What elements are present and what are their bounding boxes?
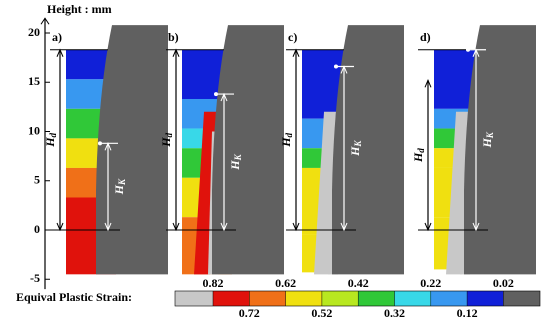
colorbar-label: 0.32 bbox=[384, 306, 405, 320]
colorbar-cell bbox=[358, 291, 395, 306]
colorbar-label: 0.02 bbox=[493, 276, 514, 290]
arrow-head bbox=[340, 65, 348, 232]
hk-label-sub: K bbox=[353, 140, 363, 148]
arrow-head bbox=[172, 48, 180, 232]
hk-label-sub: K bbox=[233, 153, 243, 161]
hd-label-sub: d bbox=[284, 132, 294, 137]
hk-point bbox=[214, 92, 218, 97]
hd-label-sub: d bbox=[416, 148, 426, 153]
colorbar-cell bbox=[321, 291, 359, 306]
colorbar-label: 0.12 bbox=[457, 306, 478, 320]
colorbar-cell bbox=[467, 291, 504, 306]
colorbar-cell bbox=[249, 291, 286, 306]
arrow-head bbox=[220, 92, 228, 232]
axis-title: Height : mm bbox=[47, 2, 112, 16]
arrow-head bbox=[292, 48, 300, 232]
panel-label: c) bbox=[288, 30, 297, 44]
die bbox=[332, 25, 404, 275]
colorbar-label: 0.82 bbox=[203, 276, 224, 290]
hk-label-main: H bbox=[348, 146, 362, 157]
colorbar-label: 0.72 bbox=[239, 306, 260, 320]
colorbar-frame bbox=[174, 290, 541, 307]
y-tick-label: -5 bbox=[30, 271, 40, 285]
y-tick-label: 10 bbox=[28, 123, 40, 137]
hk-point bbox=[334, 64, 338, 69]
hk-label-main: H bbox=[228, 160, 242, 171]
hd-label-sub: d bbox=[164, 132, 174, 137]
arrow-head bbox=[472, 48, 480, 232]
colorbar-cell bbox=[430, 291, 468, 306]
colorbar-cell bbox=[213, 291, 250, 306]
colorbar-cell bbox=[503, 291, 540, 306]
hk-label: HK bbox=[228, 153, 243, 170]
hk-point bbox=[466, 47, 470, 52]
hk-label-main: H bbox=[480, 138, 494, 149]
hd-label: Hd bbox=[279, 132, 294, 147]
hk-point bbox=[98, 141, 102, 146]
hk-label: HK bbox=[112, 178, 127, 195]
colorbar-label: 0.62 bbox=[275, 276, 296, 290]
hd-label-main: H bbox=[43, 137, 57, 148]
panel-label: b) bbox=[168, 30, 179, 44]
y-tick-label: 15 bbox=[28, 74, 40, 88]
hd-label: Hd bbox=[159, 132, 174, 147]
colorbar-label: 0.22 bbox=[420, 276, 441, 290]
arrow-head bbox=[424, 79, 432, 232]
hd-label-sub: d bbox=[48, 132, 58, 137]
colorbar-cell bbox=[285, 291, 322, 306]
panel-label: d) bbox=[420, 30, 431, 44]
hk-label-sub: K bbox=[117, 178, 127, 186]
colorbar-title: Equival Plastic Strain: bbox=[16, 290, 132, 304]
die bbox=[464, 25, 536, 275]
arrow-head bbox=[104, 142, 112, 232]
colorbar-cell bbox=[175, 291, 213, 306]
axis-arrow bbox=[40, 17, 50, 25]
y-tick-label: 20 bbox=[28, 25, 40, 39]
arrow-head bbox=[56, 48, 64, 232]
y-tick-label: 5 bbox=[34, 173, 40, 187]
panel-label: a) bbox=[52, 30, 62, 44]
colorbar-label: 0.42 bbox=[348, 276, 369, 290]
y-tick-label: 0 bbox=[34, 222, 40, 236]
hk-label-main: H bbox=[112, 184, 126, 195]
hk-label: HK bbox=[348, 140, 363, 157]
hd-label-main: H bbox=[159, 137, 173, 148]
colorbar-label: 0.52 bbox=[311, 306, 332, 320]
hk-label: HK bbox=[480, 131, 495, 148]
hd-label: Hd bbox=[43, 132, 58, 147]
colorbar-cell bbox=[394, 291, 431, 306]
hd-label: Hd bbox=[411, 148, 426, 163]
hk-label-sub: K bbox=[485, 131, 495, 139]
die bbox=[96, 25, 168, 275]
hd-label-main: H bbox=[411, 152, 425, 163]
die bbox=[212, 25, 284, 275]
hd-label-main: H bbox=[279, 137, 293, 148]
